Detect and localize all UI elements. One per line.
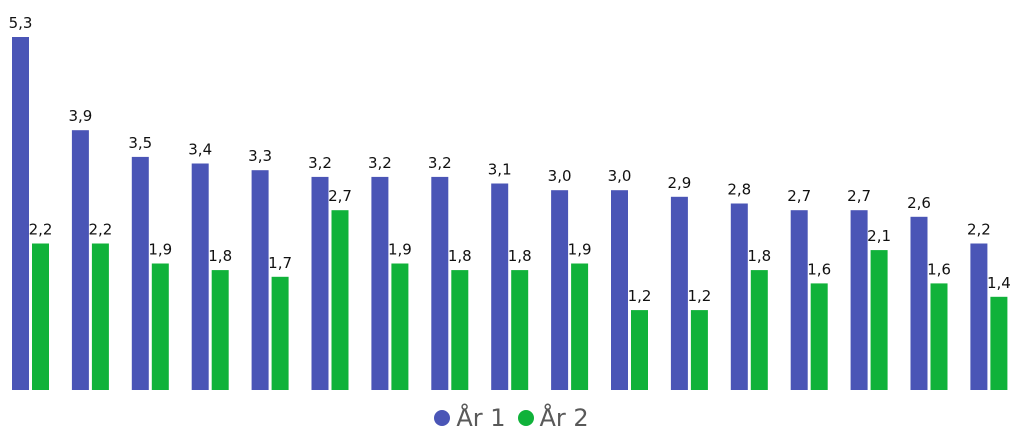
bar-series-2-item-7 bbox=[391, 263, 409, 390]
value-label-series-1-item-12: 2,9 bbox=[667, 174, 691, 192]
bar-series-2-item-6 bbox=[331, 210, 349, 390]
legend-label-series-2: År 2 bbox=[539, 404, 589, 432]
value-label-series-2-item-15: 2,1 bbox=[867, 227, 891, 245]
bar-series-1-item-17 bbox=[970, 243, 988, 390]
value-label-series-2-item-2: 2,2 bbox=[88, 221, 112, 239]
value-label-series-1-item-1: 5,3 bbox=[9, 14, 33, 32]
bar-series-2-item-13 bbox=[750, 270, 768, 390]
legend: År 1 År 2 bbox=[0, 401, 1023, 435]
value-label-series-2-item-11: 1,2 bbox=[628, 287, 652, 305]
bar-series-1-item-14 bbox=[790, 210, 808, 390]
bar-series-1-item-1 bbox=[12, 37, 29, 390]
value-label-series-1-item-15: 2,7 bbox=[847, 187, 871, 205]
legend-item-series-1: År 1 bbox=[434, 404, 506, 432]
value-label-series-1-item-10: 3,0 bbox=[548, 167, 572, 185]
value-label-series-2-item-10: 1,9 bbox=[568, 241, 592, 259]
bar-series-2-item-5 bbox=[271, 276, 289, 390]
bar-series-1-item-4 bbox=[191, 163, 209, 390]
bar-series-1-item-6 bbox=[311, 176, 329, 390]
value-label-series-1-item-5: 3,3 bbox=[248, 147, 272, 165]
value-label-series-1-item-2: 3,9 bbox=[68, 107, 92, 125]
value-label-series-2-item-8: 1,8 bbox=[448, 247, 472, 265]
bar-series-1-item-15 bbox=[850, 210, 868, 390]
value-label-series-2-item-3: 1,9 bbox=[148, 241, 172, 259]
value-label-series-2-item-1: 2,2 bbox=[29, 221, 53, 239]
value-label-series-1-item-13: 2,8 bbox=[727, 181, 751, 199]
bar-series-2-item-12 bbox=[690, 310, 708, 390]
value-label-series-2-item-9: 1,8 bbox=[508, 247, 532, 265]
value-label-series-1-item-4: 3,4 bbox=[188, 141, 212, 159]
bar-series-2-item-4 bbox=[211, 270, 229, 390]
bar-series-1-item-11 bbox=[611, 190, 628, 390]
value-label-series-2-item-6: 2,7 bbox=[328, 187, 352, 205]
bar-series-2-item-10 bbox=[571, 263, 589, 390]
value-label-series-1-item-14: 2,7 bbox=[787, 187, 811, 205]
bar-series-2-item-1 bbox=[32, 243, 49, 390]
bar-series-2-item-16 bbox=[930, 283, 948, 390]
bar-series-2-item-2 bbox=[91, 243, 109, 390]
bars-group bbox=[12, 37, 1008, 390]
value-label-series-2-item-4: 1,8 bbox=[208, 247, 232, 265]
value-label-series-1-item-6: 3,2 bbox=[308, 154, 332, 172]
value-label-series-1-item-11: 3,0 bbox=[608, 167, 632, 185]
bar-series-2-item-8 bbox=[451, 270, 469, 390]
value-label-series-2-item-13: 1,8 bbox=[747, 247, 771, 265]
bar-series-1-item-12 bbox=[670, 196, 688, 390]
bar-series-1-item-10 bbox=[551, 190, 569, 390]
bar-series-2-item-17 bbox=[990, 296, 1008, 390]
value-labels-group: 5,3 2,2 3,9 2,2 3,5 1,9 3,4 1,8 3,3 1,7 3,2 2,7 3,2 1… bbox=[9, 14, 1011, 305]
value-label-series-2-item-17: 1,4 bbox=[987, 274, 1011, 292]
value-label-series-2-item-14: 1,6 bbox=[807, 260, 831, 278]
bar-series-2-item-11 bbox=[631, 310, 648, 390]
legend-item-series-2: År 2 bbox=[517, 404, 589, 432]
bar-series-1-item-2 bbox=[71, 130, 89, 390]
bar-series-1-item-13 bbox=[730, 203, 748, 390]
value-label-series-1-item-8: 3,2 bbox=[428, 154, 452, 172]
value-label-series-1-item-9: 3,1 bbox=[488, 161, 512, 179]
legend-swatch-series-2 bbox=[517, 410, 534, 426]
value-label-series-2-item-12: 1,2 bbox=[687, 287, 711, 305]
value-label-series-1-item-17: 2,2 bbox=[967, 221, 991, 239]
value-label-series-1-item-7: 3,2 bbox=[368, 154, 392, 172]
bar-series-2-item-14 bbox=[810, 283, 828, 390]
legend-label-series-1: År 1 bbox=[456, 404, 506, 432]
bar-series-2-item-3 bbox=[151, 263, 169, 390]
bar-series-2-item-9 bbox=[511, 270, 529, 390]
bar-series-2-item-15 bbox=[870, 250, 888, 390]
bar-series-1-item-8 bbox=[431, 176, 449, 390]
value-label-series-1-item-16: 2,6 bbox=[907, 194, 931, 212]
bar-series-1-item-5 bbox=[251, 170, 269, 390]
bar-series-1-item-9 bbox=[491, 183, 509, 390]
bar-chart: 5,3 2,2 3,9 2,2 3,5 1,9 3,4 1,8 3,3 1,7 3,2 2,7 3,2 1… bbox=[9, 14, 1011, 390]
value-label-series-2-item-5: 1,7 bbox=[268, 254, 292, 272]
bar-series-1-item-3 bbox=[131, 156, 149, 390]
bar-series-1-item-16 bbox=[910, 216, 928, 390]
value-label-series-1-item-3: 3,5 bbox=[128, 134, 152, 152]
value-label-series-2-item-7: 1,9 bbox=[388, 241, 412, 259]
value-label-series-2-item-16: 1,6 bbox=[927, 260, 951, 278]
bar-series-1-item-7 bbox=[371, 176, 389, 390]
legend-swatch-series-1 bbox=[434, 410, 451, 426]
